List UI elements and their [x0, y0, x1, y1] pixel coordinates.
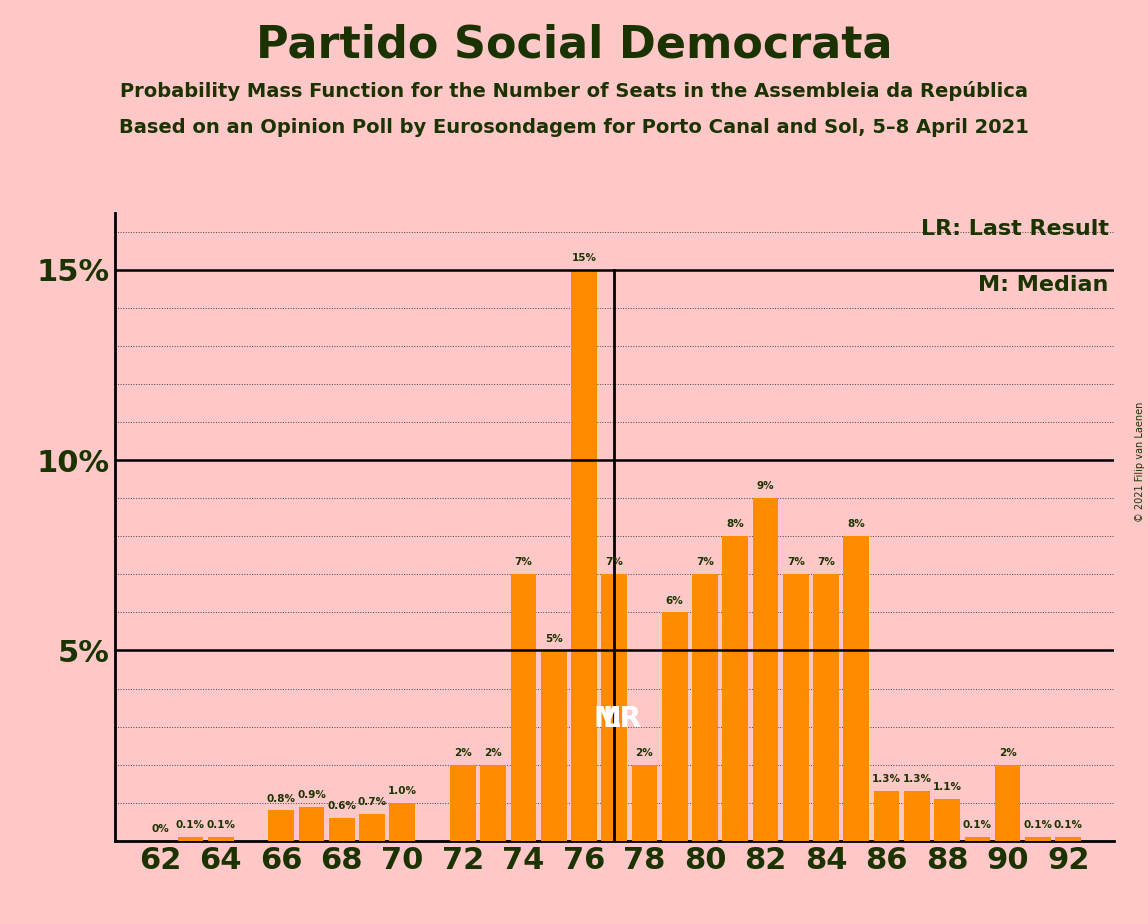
- Bar: [964, 837, 991, 841]
- Bar: [1025, 837, 1050, 841]
- Bar: [844, 536, 869, 841]
- Text: 0.7%: 0.7%: [357, 797, 387, 808]
- Text: 7%: 7%: [605, 557, 623, 567]
- Text: M: M: [594, 705, 621, 733]
- Bar: [359, 814, 385, 841]
- Bar: [903, 791, 930, 841]
- Text: 0.9%: 0.9%: [297, 790, 326, 799]
- Text: 2%: 2%: [453, 748, 472, 758]
- Bar: [995, 765, 1021, 841]
- Text: Partido Social Democrata: Partido Social Democrata: [256, 23, 892, 67]
- Text: LR: Last Result: LR: Last Result: [921, 219, 1109, 238]
- Text: 1.3%: 1.3%: [872, 774, 901, 784]
- Text: 8%: 8%: [847, 519, 866, 529]
- Bar: [753, 498, 778, 841]
- Text: LR: LR: [603, 705, 642, 733]
- Bar: [269, 810, 294, 841]
- Text: 0%: 0%: [152, 824, 169, 834]
- Text: 8%: 8%: [727, 519, 744, 529]
- Bar: [934, 799, 960, 841]
- Text: 2%: 2%: [484, 748, 502, 758]
- Text: 7%: 7%: [817, 557, 835, 567]
- Bar: [813, 575, 839, 841]
- Text: 0.1%: 0.1%: [963, 821, 992, 830]
- Bar: [541, 650, 566, 841]
- Text: 0.8%: 0.8%: [266, 794, 296, 804]
- Text: 0.1%: 0.1%: [1023, 821, 1053, 830]
- Bar: [1055, 837, 1081, 841]
- Text: 2%: 2%: [999, 748, 1016, 758]
- Text: 0.1%: 0.1%: [207, 821, 235, 830]
- Bar: [389, 803, 416, 841]
- Bar: [783, 575, 808, 841]
- Text: © 2021 Filip van Laenen: © 2021 Filip van Laenen: [1134, 402, 1145, 522]
- Bar: [329, 818, 355, 841]
- Bar: [511, 575, 536, 841]
- Text: Based on an Opinion Poll by Eurosondagem for Porto Canal and Sol, 5–8 April 2021: Based on an Opinion Poll by Eurosondagem…: [119, 118, 1029, 138]
- Text: 15%: 15%: [572, 253, 597, 262]
- Text: Probability Mass Function for the Number of Seats in the Assembleia da República: Probability Mass Function for the Number…: [121, 81, 1027, 102]
- Bar: [178, 837, 203, 841]
- Bar: [874, 791, 899, 841]
- Text: M: Median: M: Median: [978, 275, 1109, 296]
- Text: 9%: 9%: [757, 481, 774, 492]
- Bar: [631, 765, 658, 841]
- Text: 6%: 6%: [666, 595, 683, 605]
- Text: 0.6%: 0.6%: [327, 801, 356, 811]
- Text: 5%: 5%: [545, 634, 563, 644]
- Bar: [722, 536, 748, 841]
- Bar: [480, 765, 506, 841]
- Text: 1.0%: 1.0%: [388, 786, 417, 796]
- Text: 2%: 2%: [636, 748, 653, 758]
- Text: 7%: 7%: [786, 557, 805, 567]
- Text: 7%: 7%: [696, 557, 714, 567]
- Bar: [298, 807, 325, 841]
- Text: 0.1%: 0.1%: [1054, 821, 1083, 830]
- Text: 7%: 7%: [514, 557, 533, 567]
- Bar: [450, 765, 475, 841]
- Bar: [692, 575, 718, 841]
- Text: 1.1%: 1.1%: [932, 782, 962, 792]
- Text: 0.1%: 0.1%: [176, 821, 205, 830]
- Text: 1.3%: 1.3%: [902, 774, 931, 784]
- Bar: [571, 270, 597, 841]
- Bar: [208, 837, 233, 841]
- Bar: [602, 575, 627, 841]
- Bar: [662, 613, 688, 841]
